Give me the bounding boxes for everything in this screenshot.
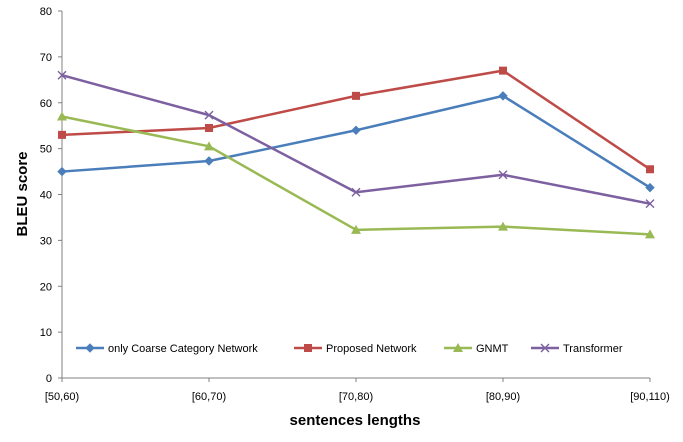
y-tick-label: 40 — [40, 190, 52, 202]
data-point-diamond — [204, 156, 214, 166]
legend-label: GNMT — [476, 343, 509, 355]
y-tick-label: 20 — [40, 281, 52, 293]
series-proposed-network — [58, 66, 654, 174]
legend-item: Proposed Network — [294, 343, 417, 355]
data-point-triangle — [453, 343, 463, 352]
data-point-x — [57, 70, 67, 80]
data-point-x — [540, 343, 550, 353]
data-point-diamond — [498, 91, 508, 101]
data-point-triangle — [204, 141, 214, 151]
data-point-diamond — [57, 166, 67, 177]
legend-item: GNMT — [444, 343, 509, 355]
y-tick-label: 0 — [46, 373, 52, 385]
y-axis-ticks: 0 10 20 30 40 50 60 70 80 — [40, 6, 62, 385]
data-point-square — [304, 344, 312, 352]
data-point-square — [499, 66, 507, 75]
data-point-x — [498, 170, 508, 180]
y-tick-label: 30 — [40, 235, 52, 247]
series-only-coarse-category-network — [57, 91, 655, 193]
x-tick-label: [90,110) — [630, 391, 670, 403]
y-tick-label: 10 — [40, 327, 52, 339]
data-point-x — [645, 199, 655, 209]
series-gnmt — [57, 111, 655, 239]
data-point-diamond — [85, 343, 95, 353]
data-point-diamond — [645, 182, 655, 193]
data-point-square — [58, 130, 66, 139]
x-tick-label: [50,60) — [45, 391, 79, 403]
data-point-diamond — [351, 125, 361, 135]
data-point-square — [352, 91, 360, 100]
series-layer — [57, 66, 655, 239]
x-tick-label: [70,80) — [339, 391, 373, 403]
series-transformer — [57, 70, 655, 209]
data-point-x — [351, 187, 361, 197]
y-tick-label: 60 — [40, 98, 52, 110]
legend-item: Transformer — [531, 343, 623, 355]
legend-label: Transformer — [563, 343, 623, 355]
x-axis-title: sentences lengths — [290, 412, 421, 429]
y-axis-title: BLEU score — [14, 151, 31, 236]
y-tick-label: 70 — [40, 52, 52, 64]
data-point-square — [646, 165, 654, 174]
y-tick-label: 50 — [40, 144, 52, 156]
data-point-triangle — [498, 221, 508, 231]
legend-label: only Coarse Category Network — [108, 343, 258, 355]
x-tick-label: [60,70) — [192, 391, 226, 403]
x-tick-label: [80,90) — [486, 391, 520, 403]
y-tick-label: 80 — [40, 6, 52, 18]
legend: only Coarse Category Network Proposed Net… — [76, 343, 623, 355]
data-point-triangle — [351, 224, 361, 234]
legend-item: only Coarse Category Network — [76, 343, 258, 355]
x-axis-ticks: [50,60) [60,70) [70,80) [80,90) [90,110) — [45, 378, 670, 403]
data-point-x — [204, 110, 214, 120]
data-point-square — [205, 123, 213, 132]
data-point-triangle — [645, 229, 655, 239]
data-point-triangle — [57, 111, 67, 121]
legend-label: Proposed Network — [326, 343, 417, 355]
